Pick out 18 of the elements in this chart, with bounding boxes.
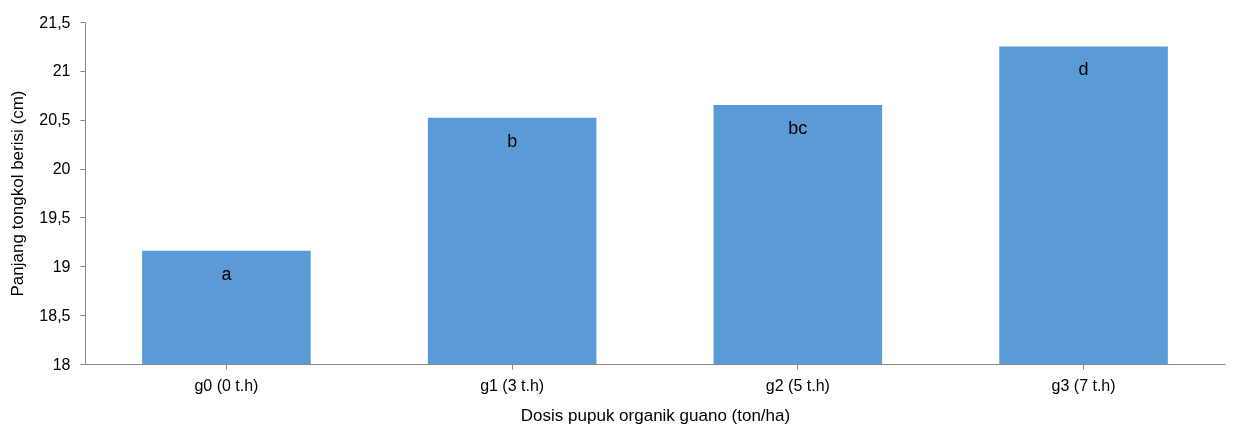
x-tick-label: g1 (3 t.h) [480, 376, 545, 394]
y-tick-label: 18,5 [39, 306, 71, 324]
annotation: b [507, 130, 518, 151]
y-tick-label: 20,5 [39, 111, 71, 129]
y-tick-label: 21,5 [39, 13, 71, 31]
annotation: d [1078, 59, 1089, 80]
y-tick-label: 20 [52, 160, 71, 178]
x-tick-label: g0 (0 t.h) [194, 376, 259, 394]
annotation: a [221, 263, 233, 284]
y-tick-label: 19,5 [39, 208, 71, 226]
y-axis-title: Panjang tongkol berisi (cm) [8, 90, 28, 297]
y-tick-label: 19 [52, 257, 71, 275]
x-tick-label: g2 (5 t.h) [765, 376, 830, 394]
x-tick-label: g3 (7 t.h) [1051, 376, 1116, 394]
y-tick-label: 21 [52, 62, 71, 80]
x-axis-title: Dosis pupuk organik guano (ton/ha) [520, 405, 791, 425]
y-tick-label: 18 [52, 355, 71, 373]
annotation: bc [788, 118, 808, 139]
